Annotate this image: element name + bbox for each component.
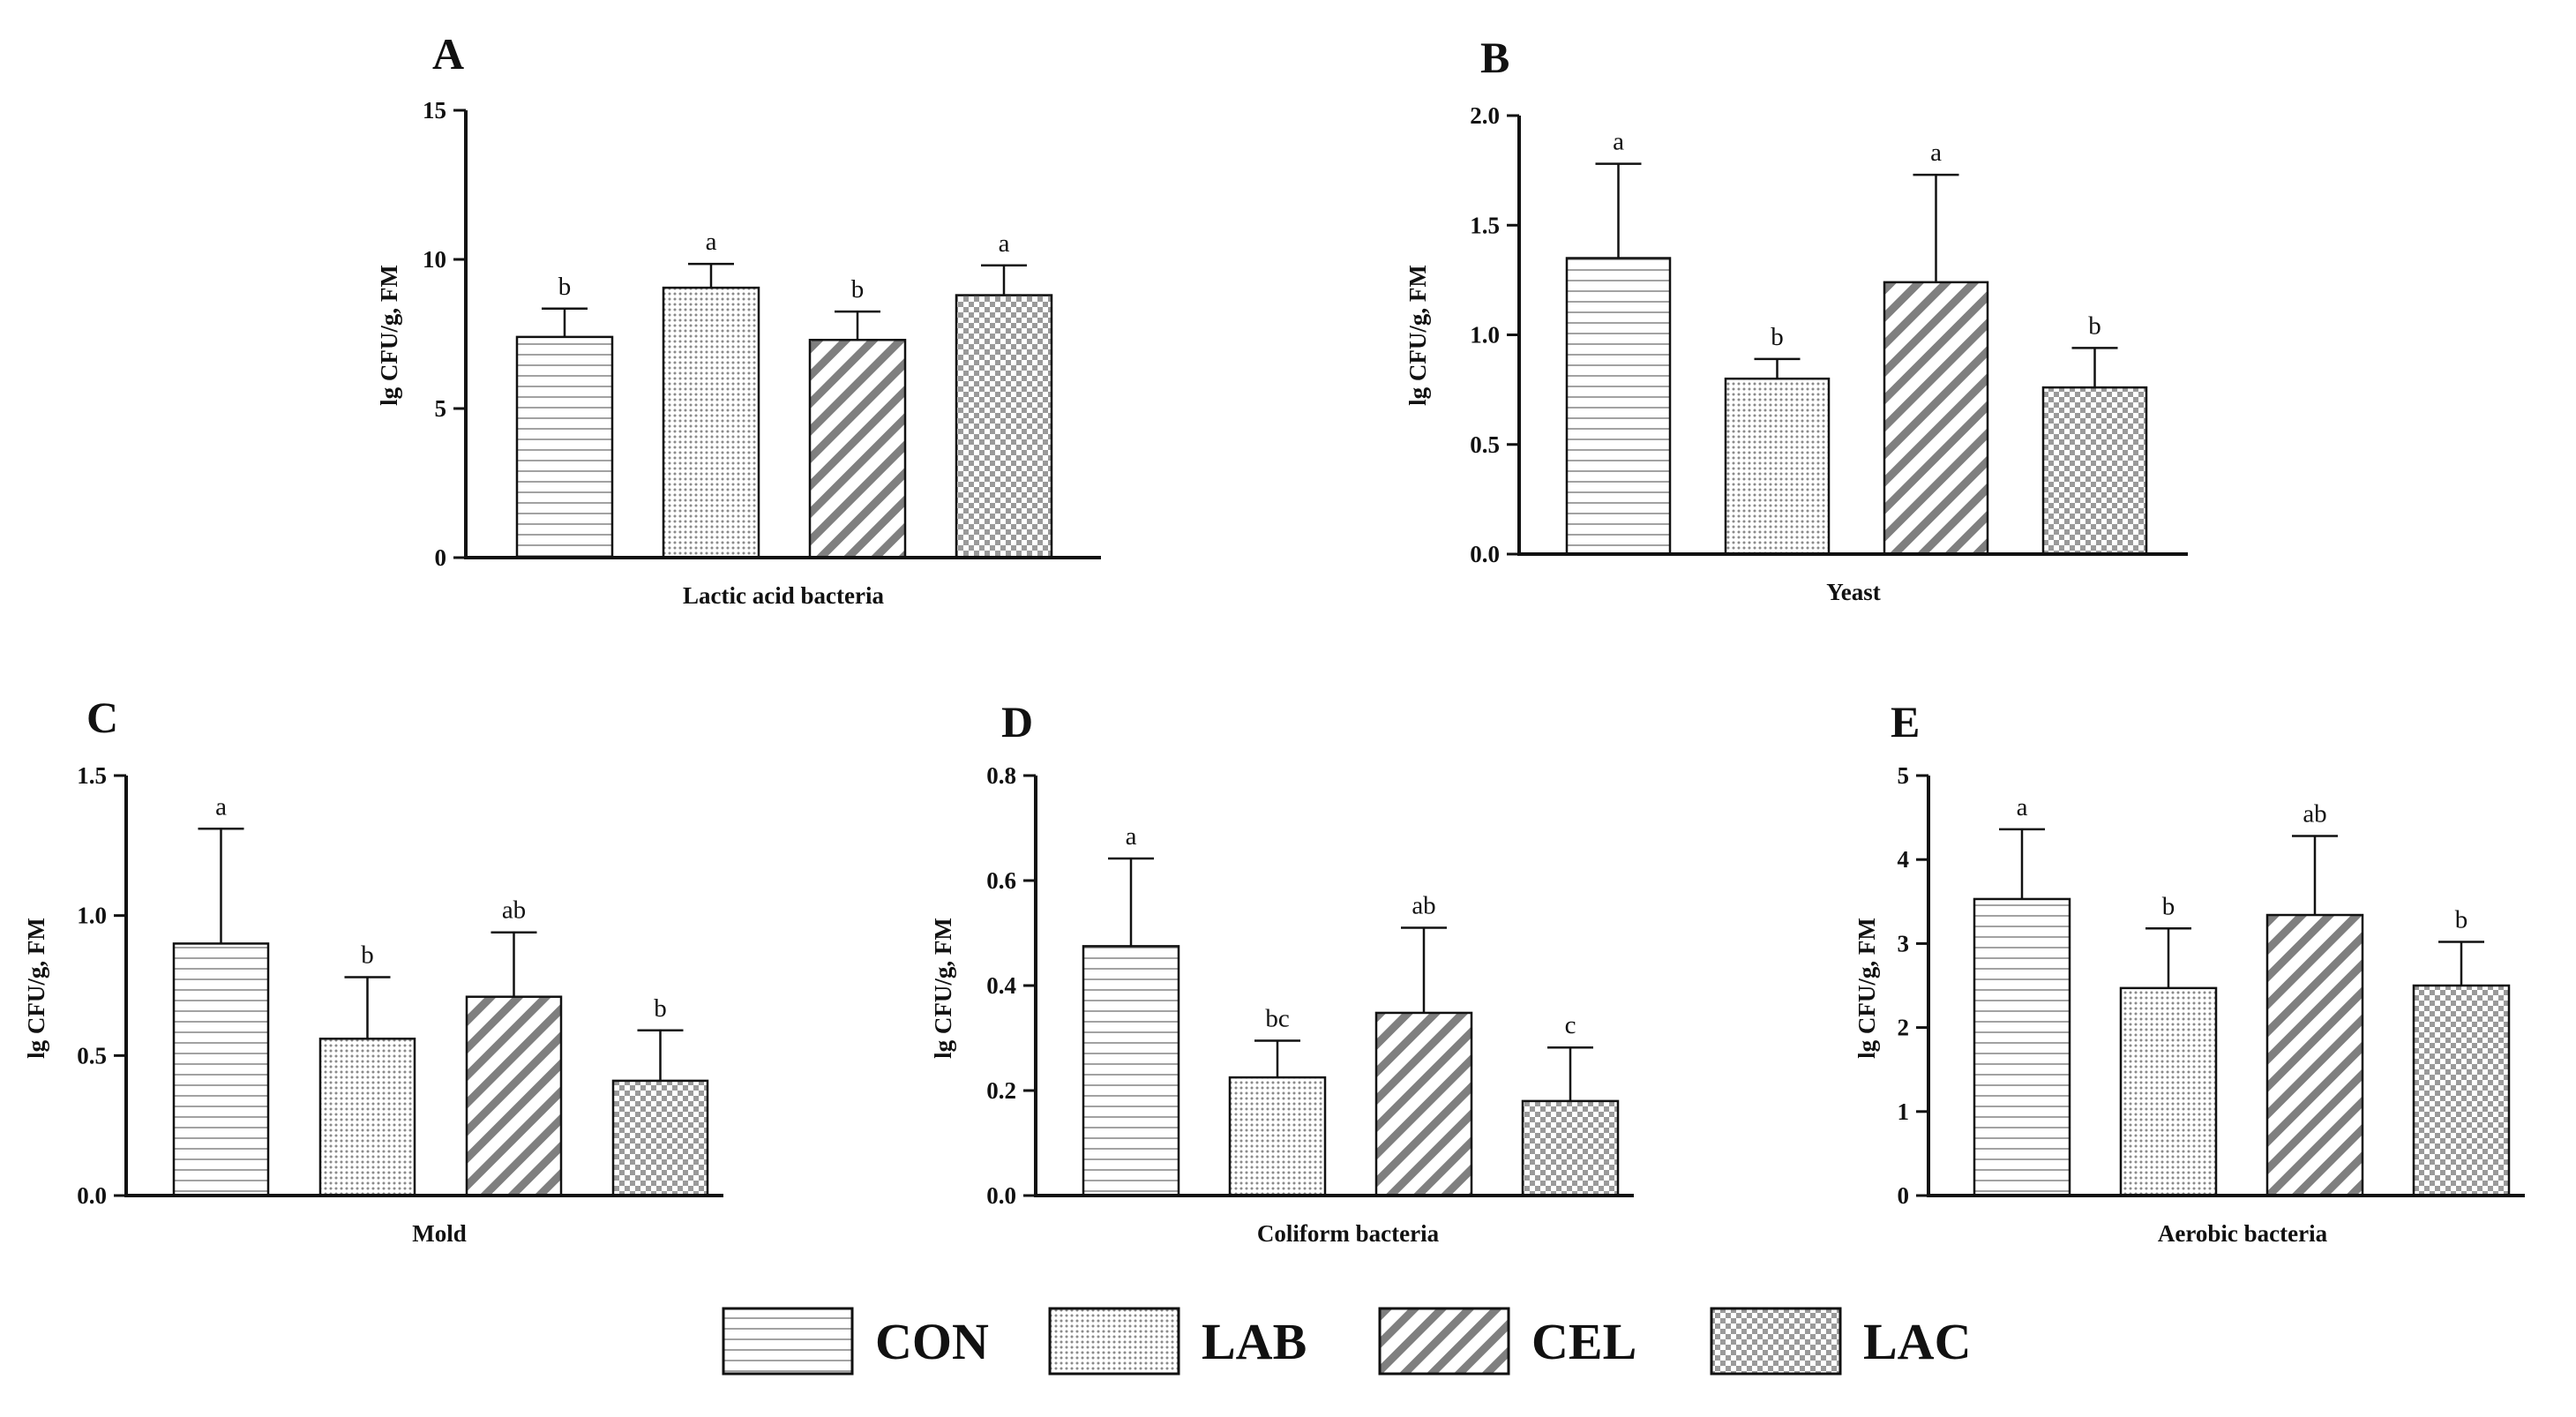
bar-c-con	[172, 942, 270, 1197]
legend-item-cel: CEL	[1378, 1307, 1636, 1376]
sig-label-d-cel: ab	[1412, 892, 1435, 920]
bar-a-lab	[662, 286, 760, 559]
y-tick-label-d-1: 0.2	[986, 1077, 1016, 1104]
y-tick-label-b-0: 0.0	[1470, 541, 1500, 567]
legend-label-lac: LAC	[1863, 1313, 1971, 1370]
y-tick-label-e-2: 2	[1898, 1015, 1910, 1041]
bar-d-cel	[1374, 1011, 1473, 1197]
bar-b-lab	[1724, 377, 1831, 556]
legend-swatch-lab	[1048, 1307, 1180, 1376]
y-tick-label-d-4: 0.8	[986, 762, 1016, 789]
panel-b: Ba b a b 0.0 0.5 1.0 1.5 2.0 Yeast lg CFU/g, FM	[1404, 33, 2188, 605]
x-axis-title-a: Lactic acid bacteria	[683, 582, 884, 609]
sig-label-a-cel: b	[851, 275, 865, 304]
panel-letter-c: C	[86, 693, 118, 742]
legend-item-lab: LAB	[1048, 1307, 1307, 1376]
legend-label-lab: LAB	[1202, 1313, 1307, 1370]
y-tick-label-e-3: 3	[1898, 930, 1910, 956]
sig-label-e-con: a	[2017, 793, 2028, 821]
sig-label-c-lab: b	[361, 941, 374, 969]
panel-a: Ab a b a 0 5 10 15 Lactic acid bacteria lg CFU/g,…	[376, 29, 1101, 609]
legend-label-con: CON	[875, 1313, 989, 1370]
bar-c-lab	[318, 1038, 416, 1197]
y-tick-label-e-1: 1	[1898, 1098, 1910, 1125]
bar-c-lac	[611, 1079, 709, 1197]
y-tick-label-d-0: 0.0	[986, 1182, 1016, 1209]
y-tick-label-b-1: 0.5	[1470, 431, 1500, 458]
bar-b-con	[1565, 257, 1672, 556]
y-axis-title-c: lg CFU/g, FM	[23, 918, 49, 1059]
sig-label-e-cel: ab	[2303, 800, 2326, 828]
sig-label-c-con: a	[215, 792, 227, 821]
bar-e-lac	[2412, 984, 2511, 1197]
bar-e-con	[1973, 897, 2071, 1197]
y-tick-label-b-3: 1.5	[1470, 212, 1500, 238]
panel-letter-b: B	[1480, 33, 1509, 82]
legend-label-cel: CEL	[1531, 1313, 1636, 1370]
y-tick-label-c-1: 0.5	[77, 1042, 107, 1068]
y-tick-label-e-5: 5	[1898, 762, 1910, 789]
y-tick-label-e-0: 0	[1898, 1182, 1910, 1209]
y-tick-label-a-1: 5	[435, 395, 447, 422]
panel-letter-a: A	[432, 29, 464, 79]
legend-swatch-cel	[1378, 1307, 1510, 1376]
panel-letter-e: E	[1891, 697, 1920, 746]
y-tick-label-a-3: 15	[423, 97, 446, 124]
bar-b-lac	[2041, 386, 2148, 556]
legend-item-con: CON	[722, 1307, 989, 1376]
x-axis-title-b: Yeast	[1826, 579, 1881, 605]
sig-label-b-con: a	[1613, 128, 1624, 156]
legend-item-lac: LAC	[1710, 1307, 1971, 1376]
sig-label-d-lab: bc	[1265, 1004, 1289, 1032]
y-axis-title-d: lg CFU/g, FM	[930, 918, 956, 1059]
panel-letter-d: D	[1001, 697, 1033, 746]
legend-swatch-lac	[1710, 1307, 1842, 1376]
x-axis-title-e: Aerobic bacteria	[2158, 1220, 2328, 1247]
sig-label-c-lac: b	[654, 994, 667, 1023]
bar-d-lac	[1521, 1099, 1620, 1197]
legend-swatch-con	[722, 1307, 854, 1376]
bar-a-cel	[808, 339, 907, 559]
y-tick-label-e-4: 4	[1898, 846, 1910, 873]
y-tick-label-b-4: 2.0	[1470, 102, 1500, 129]
bar-a-lac	[955, 294, 1053, 559]
y-tick-label-d-2: 0.4	[986, 972, 1016, 999]
sig-label-e-lab: b	[2162, 892, 2175, 920]
bar-a-con	[515, 335, 614, 559]
y-tick-label-b-2: 1.0	[1470, 322, 1500, 349]
sig-label-d-con: a	[1126, 822, 1137, 851]
sig-label-a-con: b	[558, 273, 572, 301]
y-axis-title-a: lg CFU/g, FM	[376, 265, 402, 406]
y-axis-title-e: lg CFU/g, FM	[1853, 918, 1880, 1059]
bar-d-con	[1082, 945, 1180, 1197]
bar-d-lab	[1228, 1076, 1327, 1197]
sig-label-c-cel: ab	[502, 896, 526, 925]
sig-label-b-lac: b	[2088, 311, 2101, 340]
bar-e-lab	[2119, 986, 2218, 1197]
legend: CON LAB CEL LAC	[722, 1307, 1971, 1376]
y-tick-label-c-2: 1.0	[77, 903, 107, 929]
y-tick-label-c-3: 1.5	[77, 762, 107, 789]
sig-label-e-lac: b	[2455, 905, 2468, 933]
sig-label-a-lac: a	[999, 229, 1010, 258]
sig-label-b-cel: a	[1930, 139, 1942, 167]
sig-label-d-lac: c	[1565, 1011, 1576, 1039]
y-tick-label-d-3: 0.6	[986, 867, 1016, 894]
x-axis-title-d: Coliform bacteria	[1257, 1220, 1440, 1247]
sig-label-b-lab: b	[1771, 323, 1784, 351]
bar-b-cel	[1883, 281, 1989, 556]
x-axis-title-c: Mold	[412, 1220, 467, 1247]
y-axis-title-b: lg CFU/g, FM	[1404, 265, 1431, 406]
y-tick-label-c-0: 0.0	[77, 1182, 107, 1209]
sig-label-a-lab: a	[706, 228, 717, 256]
bar-e-cel	[2265, 913, 2364, 1197]
bar-c-cel	[465, 995, 563, 1197]
y-tick-label-a-0: 0	[435, 544, 447, 571]
y-tick-label-a-2: 10	[423, 246, 446, 273]
